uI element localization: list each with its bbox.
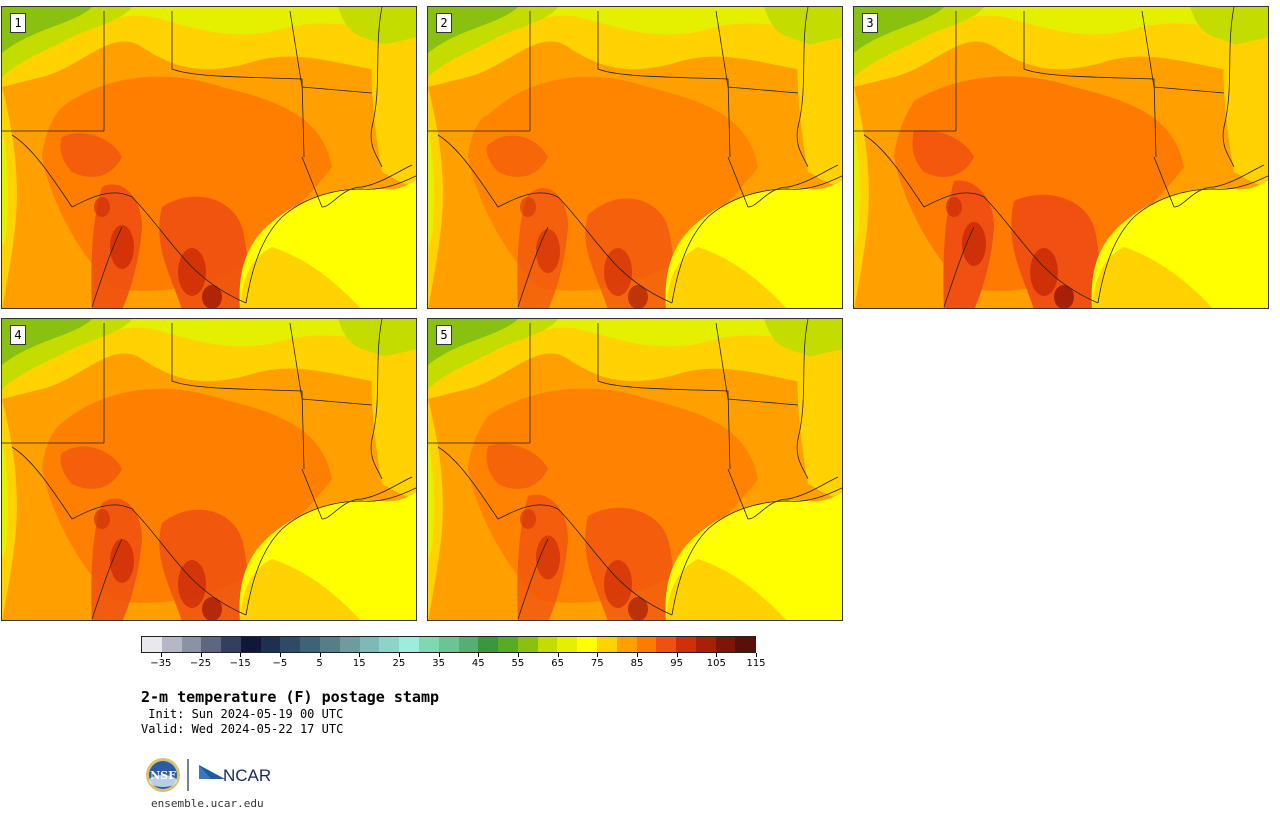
colorbar-tick-label: 95 — [670, 658, 684, 669]
colorbar-tick-label: 45 — [471, 658, 485, 669]
member-panel-2: 2 — [427, 6, 843, 309]
member-number-label: 5 — [436, 325, 452, 345]
colorbar-swatch — [616, 637, 637, 652]
colorbar-swatch — [517, 637, 538, 652]
temperature-map — [2, 7, 416, 308]
member-number-label: 1 — [10, 13, 26, 33]
colorbar-swatch — [656, 637, 677, 652]
colorbar-tick-label: 55 — [511, 658, 525, 669]
member-panel-3: 3 — [853, 6, 1269, 309]
colorbar-swatch — [596, 637, 617, 652]
plot-title: 2-m temperature (F) postage stamp — [141, 688, 440, 706]
ncar-logo-text: NCAR — [223, 766, 271, 785]
colorbar-tick-label: 115 — [746, 658, 766, 669]
member-panel-1: 1 — [1, 6, 417, 309]
nsf-logo-icon: NSF — [146, 758, 180, 792]
member-panel-4: 4 — [1, 318, 417, 621]
website-url: ensemble.ucar.edu — [151, 797, 264, 810]
colorbar-swatch — [300, 637, 321, 652]
temperature-map — [2, 319, 416, 620]
colorbar-swatch — [201, 637, 222, 652]
colorbar-tick-label: −25 — [189, 658, 212, 669]
temperature-map — [428, 319, 842, 620]
member-panel-5: 5 — [427, 318, 843, 621]
nsf-logo-text: NSF — [150, 769, 176, 782]
colorbar-swatch — [379, 637, 400, 652]
colorbar-swatch — [636, 637, 657, 652]
colorbar-swatch — [142, 637, 162, 652]
colorbar-swatch — [399, 637, 419, 652]
colorbar-swatch — [498, 637, 518, 652]
colorbar-tick-label: 25 — [392, 658, 406, 669]
ncar-logo-icon: NCAR — [199, 765, 271, 785]
colorbar-swatch — [695, 637, 716, 652]
colorbar-swatch — [715, 637, 736, 652]
init-time: Init: Sun 2024-05-19 00 UTC — [141, 707, 344, 721]
temperature-map — [428, 7, 842, 308]
colorbar-swatch — [478, 637, 499, 652]
colorbar-tick-label: 65 — [551, 658, 564, 669]
colorbar-tick-label: −35 — [150, 658, 172, 669]
colorbar-swatch — [181, 637, 202, 652]
colorbar-tick-label: −15 — [229, 658, 251, 669]
colorbar-swatch — [221, 637, 241, 652]
colorbar-swatch — [458, 637, 479, 652]
colorbar-swatch — [260, 637, 281, 652]
colorbar-swatch — [359, 637, 380, 652]
colorbar-tick-label: 5 — [316, 658, 323, 669]
logos: NSF NCAR — [145, 757, 275, 793]
colorbar-swatch — [339, 637, 360, 652]
colorbar-swatch — [577, 637, 597, 652]
colorbar-swatch — [557, 637, 578, 652]
colorbar-swatch — [280, 637, 301, 652]
colorbar-tick-label: 85 — [630, 658, 644, 669]
colorbar-swatch — [161, 637, 182, 652]
member-number-label: 4 — [10, 325, 26, 345]
colorbar-tick-label: 75 — [590, 658, 604, 669]
colorbar-swatch — [438, 637, 459, 652]
colorbar-ticks: −35 −25 −15 −5 5 15 25 35 45 55 65 75 85 95 105 115 — [141, 653, 766, 673]
colorbar-swatch — [735, 637, 756, 652]
colorbar-tick-label: −5 — [272, 658, 288, 669]
colorbar-swatch — [537, 637, 558, 652]
colorbar-swatch — [676, 637, 696, 652]
temperature-colorbar — [141, 636, 756, 653]
colorbar-tick-label: 105 — [706, 658, 726, 669]
valid-time: Valid: Wed 2024-05-22 17 UTC — [141, 722, 344, 736]
colorbar-tick-label: 15 — [352, 658, 366, 669]
member-number-label: 3 — [862, 13, 878, 33]
member-number-label: 2 — [436, 13, 452, 33]
colorbar-tick-label: 35 — [432, 658, 445, 669]
temperature-map — [854, 7, 1268, 308]
colorbar-swatch — [240, 637, 261, 652]
colorbar-swatch — [320, 637, 340, 652]
colorbar-swatch — [418, 637, 439, 652]
